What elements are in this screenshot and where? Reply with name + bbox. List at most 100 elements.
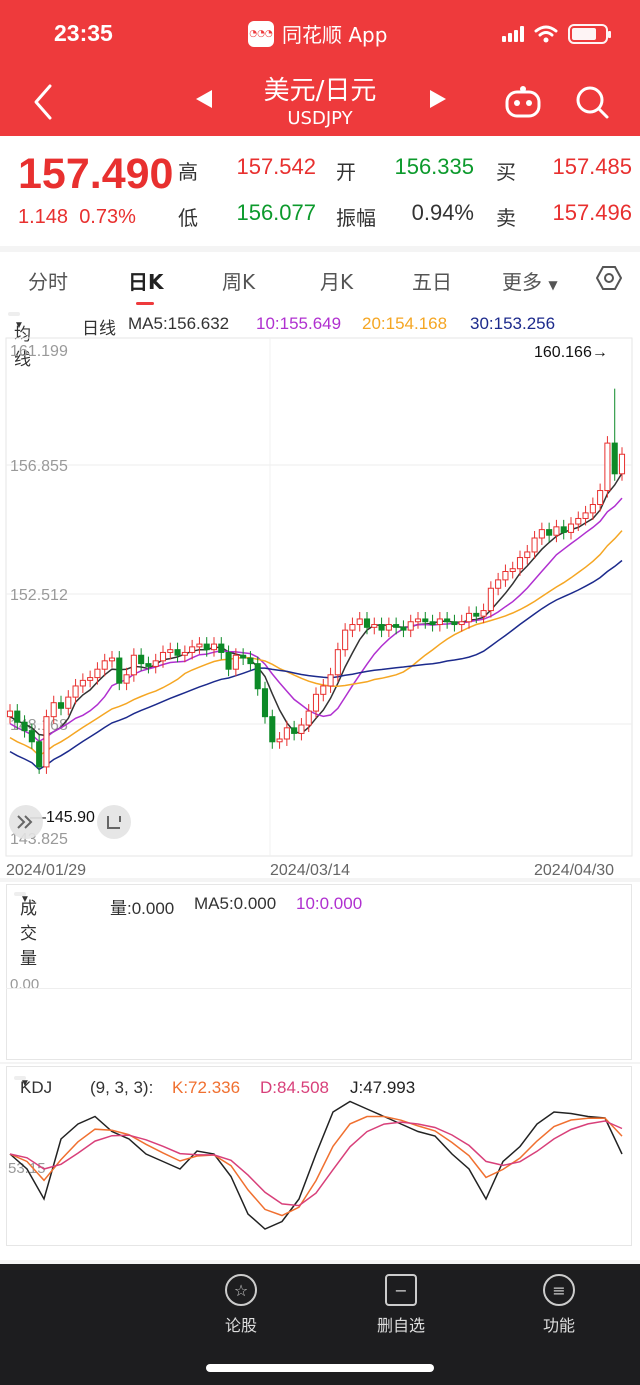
candle-body (385, 624, 392, 631)
battery-icon (568, 24, 611, 44)
candle-body (189, 646, 196, 653)
discuss-label: 论股 (224, 1316, 257, 1335)
candle-body (356, 618, 363, 626)
collapse-toggle-icon[interactable] (9, 805, 43, 839)
gear-icon[interactable] (596, 265, 622, 291)
candle-body (174, 649, 181, 656)
app-name: 同花顺 App (282, 23, 388, 47)
candle-body (611, 442, 618, 475)
candle-body (429, 621, 436, 626)
tab-monthly-k[interactable]: 月K (320, 270, 354, 294)
candle-body (291, 727, 298, 734)
home-indicator (206, 1364, 434, 1372)
candle-body (94, 668, 101, 679)
active-tab-indicator (136, 302, 154, 305)
ma5-value: MA5:156.632 (128, 314, 230, 333)
candle-body (538, 529, 545, 539)
candle-body (509, 568, 516, 573)
next-symbol-icon[interactable] (430, 90, 446, 108)
candle-body (546, 529, 553, 536)
back-icon[interactable] (30, 82, 56, 122)
open-label: 开 (336, 160, 356, 184)
candle-body (298, 724, 305, 734)
candle-body (167, 649, 174, 653)
prev-symbol-icon[interactable] (196, 90, 212, 108)
ma-lines (9, 472, 623, 771)
chevron-down-icon: ▼ (548, 278, 558, 292)
change-percent: 0.73% (79, 206, 136, 228)
change-value: 1.148 (18, 206, 69, 228)
menu-icon: ≡ (543, 1274, 575, 1306)
candle-body (502, 571, 509, 581)
low-label: 低 (178, 206, 198, 230)
candle-body (87, 677, 94, 681)
volume-tick: 0.00 (10, 976, 40, 993)
kdj-chart (9, 1100, 623, 1230)
chevron-down-icon: ▼ (14, 320, 24, 331)
volume-dropdown[interactable]: 成交量 ▼ (14, 892, 37, 968)
tab-more-label: 更多 (502, 270, 542, 294)
tab-daily-k[interactable]: 日K (128, 270, 164, 294)
x-tick-label: 2024/04/30 (534, 862, 614, 878)
candlestick-chart[interactable]: 161.199 156.855 152.512 148.168 143.825 … (0, 306, 640, 878)
x-tick-label: 2024/01/29 (6, 862, 86, 878)
function-button[interactable]: ≡ 功能 (514, 1274, 604, 1336)
candles-group (6, 388, 626, 774)
minus-icon: − (385, 1274, 417, 1306)
kdj-j-line (9, 1100, 623, 1230)
volume-panel: 成交量 ▼ 量:0.000 MA5:0.000 10:0.000 0.00 (0, 882, 640, 1062)
kdj-k-value: K:72.336 (172, 1078, 241, 1097)
open-value: 156.335 (394, 154, 474, 179)
ma20-line (9, 530, 623, 757)
candle-body (57, 702, 65, 709)
tab-five-day[interactable]: 五日 (412, 270, 452, 294)
header-bar: 23:35 ◔◔◔ 同花顺 App 美元/日元 USDJPY (0, 0, 640, 136)
candle-body (524, 551, 531, 559)
chevron-down-icon: ▼ (20, 894, 30, 905)
candle-body (159, 651, 167, 662)
candle-body (210, 643, 218, 651)
volume-zero-line (6, 988, 632, 989)
candle-body (181, 651, 188, 656)
ma-type-dropdown[interactable]: 均线 ▼ (8, 312, 31, 369)
candle-body (582, 512, 589, 519)
last-price: 157.490 (18, 150, 174, 198)
tab-weekly-k[interactable]: 周K (222, 270, 256, 294)
candle-body (371, 624, 378, 628)
ma20-value: 20:154.168 (362, 314, 448, 333)
candle-body (232, 654, 239, 670)
candle-body (145, 663, 152, 667)
kdj-j-value: J:47.993 (350, 1078, 416, 1097)
robot-icon[interactable] (504, 84, 542, 120)
candle-body (196, 643, 203, 648)
search-icon[interactable] (574, 84, 610, 120)
candle-body (283, 727, 290, 740)
quote-panel: 157.490 1.148 0.73% 高 157.542 低 156.077 … (0, 136, 640, 246)
sell-value: 157.496 (552, 200, 632, 225)
kdj-dropdown[interactable]: KDJ ▼ (14, 1076, 52, 1097)
tab-more[interactable]: 更多 ▼ (502, 266, 558, 295)
tab-intraday[interactable]: 分时 (28, 270, 68, 294)
max-price-label: 160.166→ (534, 344, 608, 361)
symbol-code: USDJPY (287, 108, 353, 129)
discuss-button[interactable]: ☆ 论股 (196, 1274, 286, 1336)
candle-body (480, 610, 487, 617)
sell-label: 卖 (496, 206, 516, 230)
candle-body (531, 537, 538, 553)
candle-body (6, 710, 14, 718)
kdj-params: (9, 3, 3): (90, 1078, 154, 1097)
high-value: 157.542 (236, 154, 316, 179)
max-price-value: 160.166 (534, 344, 592, 361)
volume-label: 成交量 (20, 899, 37, 968)
expand-icon[interactable] (97, 805, 131, 839)
function-label: 功能 (542, 1316, 575, 1335)
kdj-d-value: D:84.508 (260, 1078, 329, 1097)
candle-body (130, 654, 137, 676)
candle-body (393, 624, 400, 628)
candle-body (327, 674, 334, 687)
candle-body (444, 618, 451, 623)
candle-body (312, 693, 320, 712)
volume-value: 量:0.000 (110, 899, 175, 918)
remove-watchlist-button[interactable]: − 删自选 (356, 1274, 446, 1336)
app-badge[interactable]: ◔◔◔ 同花顺 App (248, 19, 387, 48)
